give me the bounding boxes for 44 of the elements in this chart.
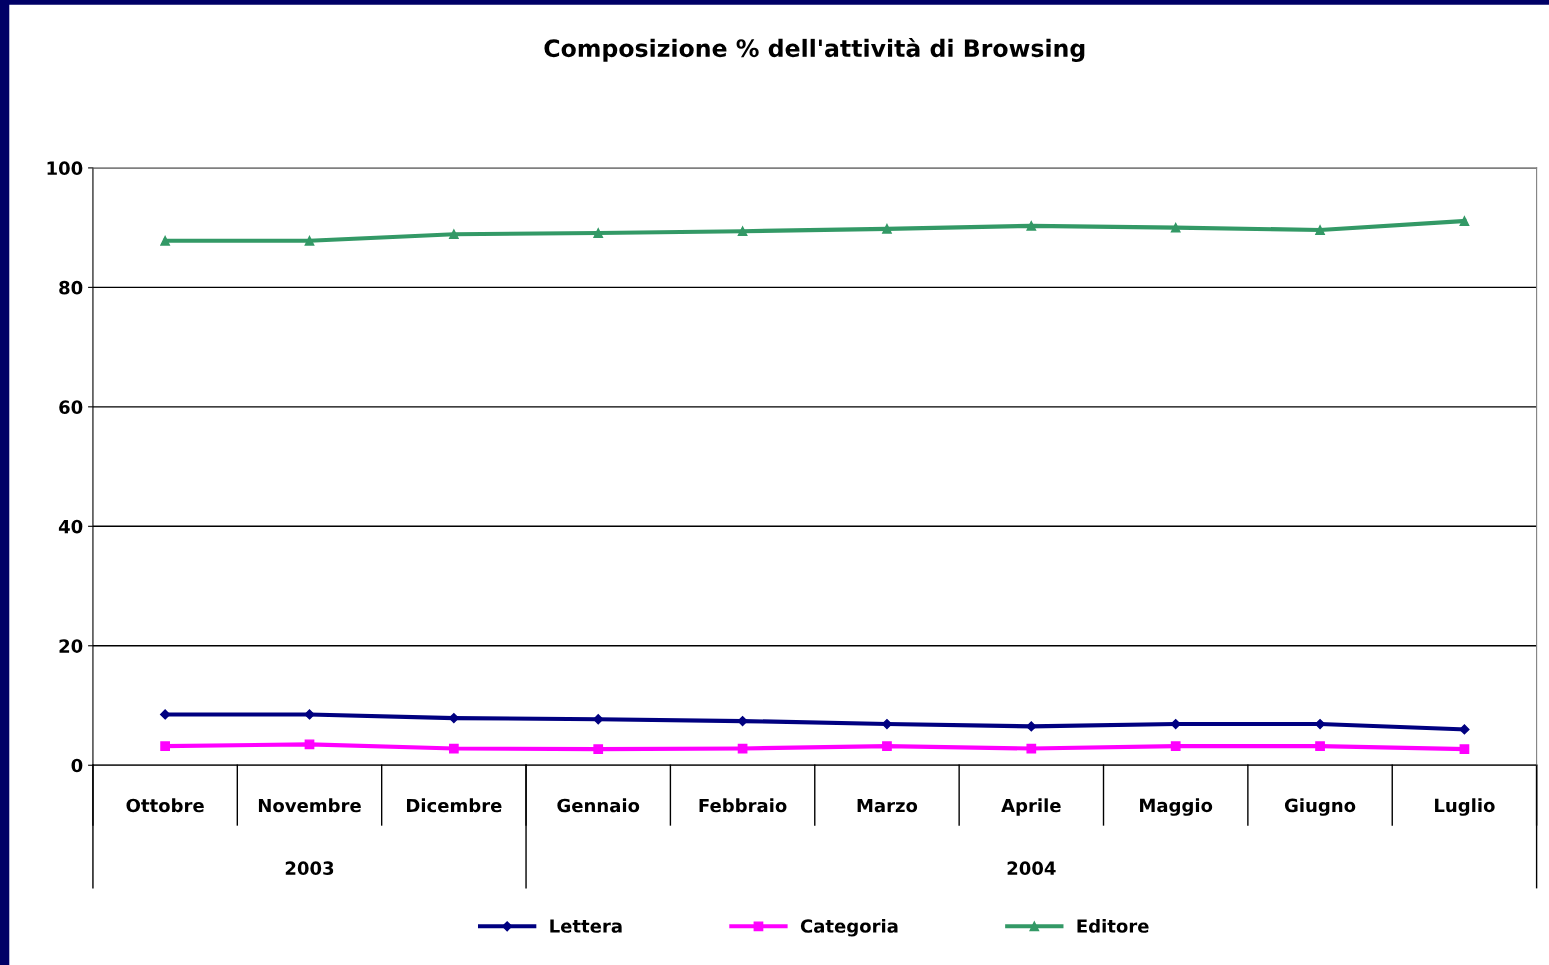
point <box>1026 743 1037 754</box>
point <box>593 744 604 754</box>
text: 2003 <box>285 861 334 876</box>
point <box>304 709 315 720</box>
x-tick-label: Maggio <box>1140 798 1213 816</box>
point <box>1170 222 1181 233</box>
text: 2004 <box>1007 861 1056 876</box>
y-tick-label: 100 <box>47 161 83 176</box>
y-tick-label: 40 <box>58 519 83 534</box>
point <box>1170 741 1181 751</box>
point <box>1459 724 1470 735</box>
x-tick-label: Gennaio <box>557 798 640 813</box>
legend-label: Lettera <box>550 919 622 933</box>
point <box>448 229 459 240</box>
point <box>882 741 892 751</box>
point <box>593 714 604 725</box>
point <box>1315 741 1325 751</box>
chart-title: Composizione % dell'attività di Browsing <box>544 37 1085 62</box>
x-tick-label: Aprile <box>1001 798 1061 816</box>
point <box>737 226 748 237</box>
y-tick-label: 20 <box>59 639 83 653</box>
legend-label: Editore <box>1077 918 1149 933</box>
point <box>1315 225 1325 235</box>
legend-label: Categoria <box>800 918 898 937</box>
point <box>1459 744 1470 754</box>
y-tick-label: 0 <box>71 758 83 773</box>
point <box>304 235 315 246</box>
point <box>160 235 170 246</box>
point <box>448 743 459 754</box>
point <box>304 739 315 750</box>
x-tick-label: Giugno <box>1284 798 1356 816</box>
y-tick-label: 80 <box>59 280 83 295</box>
x-tick-label: Ottobre <box>126 798 204 813</box>
x-tick-label: Luglio <box>1435 798 1495 816</box>
point <box>593 228 604 238</box>
y-tick-label: 60 <box>59 400 83 414</box>
x-tick-label: Marzo <box>857 798 918 813</box>
point <box>882 223 892 234</box>
point <box>1459 216 1470 226</box>
x-tick-label: Febbraio <box>699 798 787 813</box>
x-tick-label: Dicembre <box>407 798 502 813</box>
point <box>1026 220 1037 231</box>
point <box>160 741 170 751</box>
x-tick-label: Novembre <box>258 798 361 813</box>
